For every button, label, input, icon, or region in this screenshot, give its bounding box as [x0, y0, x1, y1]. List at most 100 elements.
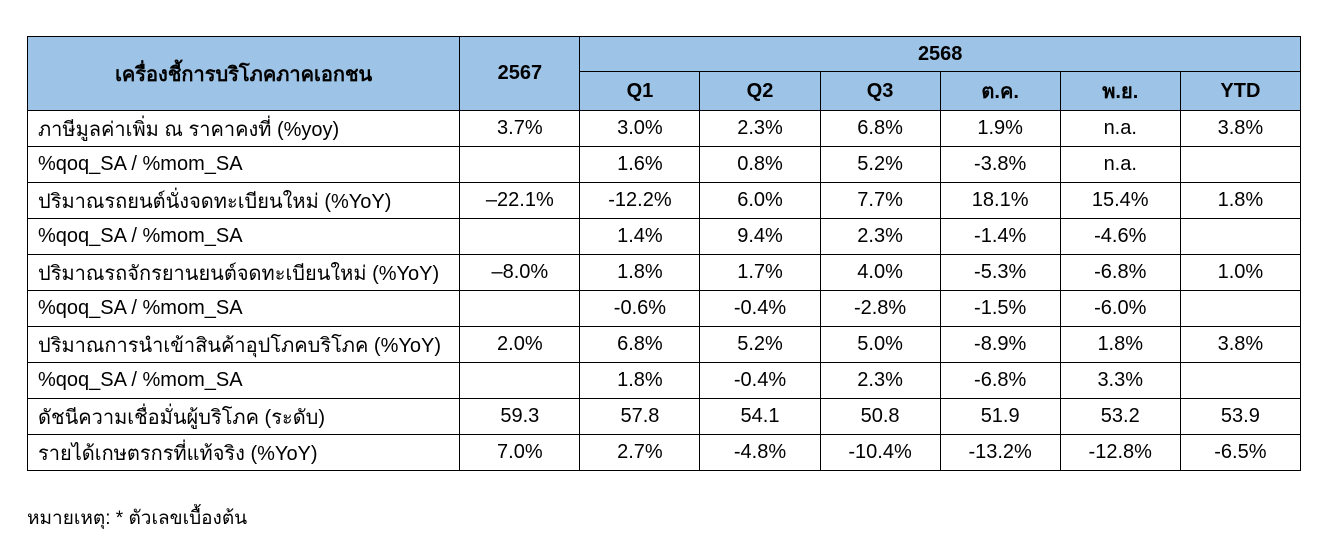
period-header-4: พ.ย.	[1059, 71, 1181, 111]
cell-2567: 3.7%	[459, 110, 581, 147]
cell-2567	[459, 290, 581, 327]
table-cell: 2.3%	[699, 110, 821, 147]
table-cell	[1179, 290, 1302, 327]
table-cell: -0.4%	[699, 362, 821, 399]
cell-2567: –22.1%	[459, 182, 581, 219]
table-cell: -8.9%	[939, 326, 1061, 363]
table-cell: -1.4%	[939, 218, 1061, 255]
table-cell: -6.8%	[939, 362, 1061, 399]
table-cell: -6.5%	[1179, 434, 1302, 471]
table-cell: 9.4%	[699, 218, 821, 255]
table-row: ปริมาณการนำเข้าสินค้าอุปโภคบริโภค (%YoY)…	[26, 326, 1302, 363]
table-cell: 54.1	[699, 398, 821, 435]
table-cell: 1.0%	[1179, 254, 1302, 291]
period-header-3: ต.ค.	[939, 71, 1061, 111]
table-row: ดัชนีความเชื่อมั่นผู้บริโภค (ระดับ) 59.3 5…	[26, 398, 1302, 435]
table-cell: -13.2%	[939, 434, 1061, 471]
table-cell	[1179, 218, 1302, 255]
table-cell: 2.3%	[819, 218, 941, 255]
table-cell: 6.0%	[699, 182, 821, 219]
table-cell: -1.5%	[939, 290, 1061, 327]
cell-2567	[459, 146, 581, 183]
table-cell: 51.9	[939, 398, 1061, 435]
cell-2567: –8.0%	[459, 254, 581, 291]
table-cell: -2.8%	[819, 290, 941, 327]
row-label: ปริมาณรถยนต์นั่งจดทะเบียนใหม่ (%YoY)	[26, 182, 461, 219]
period-header-2: Q3	[819, 71, 941, 111]
period-header-5: YTD	[1179, 71, 1302, 111]
table-cell: -0.4%	[699, 290, 821, 327]
year-2568-header: 2568	[579, 36, 1301, 72]
table-cell: 6.8%	[819, 110, 941, 147]
table-cell: 1.7%	[699, 254, 821, 291]
table-row: ภาษีมูลค่าเพิ่ม ณ ราคาคงที่ (%yoy) 3.7% 3.…	[26, 110, 1302, 147]
cell-2567: 7.0%	[459, 434, 581, 471]
table-cell: 53.2	[1059, 398, 1181, 435]
table-cell: 1.8%	[1179, 182, 1302, 219]
table-row: %qoq_SA / %mom_SA 1.8% -0.4% 2.3% -6.8% 3.3%	[26, 362, 1302, 399]
row-label: %qoq_SA / %mom_SA	[26, 218, 461, 255]
table-cell: -6.8%	[1059, 254, 1181, 291]
table-row: ปริมาณรถยนต์นั่งจดทะเบียนใหม่ (%YoY) –22.…	[26, 182, 1302, 219]
table-cell: 3.3%	[1059, 362, 1181, 399]
table-cell: -5.3%	[939, 254, 1061, 291]
row-label: %qoq_SA / %mom_SA	[26, 146, 461, 183]
period-header-0: Q1	[579, 71, 701, 111]
table-cell: n.a.	[1059, 110, 1181, 147]
table-cell: 4.0%	[819, 254, 941, 291]
table-cell: -12.2%	[579, 182, 701, 219]
table-title-header: เครื่องชี้การบริโภคภาคเอกชน	[26, 36, 461, 111]
table-cell: -10.4%	[819, 434, 941, 471]
table-cell: 3.8%	[1179, 110, 1302, 147]
footnote: หมายเหตุ: * ตัวเลขเบื้องต้น	[27, 508, 248, 529]
year-2567-header: 2567	[459, 36, 581, 111]
table-cell: 57.8	[579, 398, 701, 435]
table-cell: 15.4%	[1059, 182, 1181, 219]
cell-2567: 2.0%	[459, 326, 581, 363]
table-cell: 5.0%	[819, 326, 941, 363]
table-cell: 1.8%	[579, 362, 701, 399]
table-cell: 3.8%	[1179, 326, 1302, 363]
table-cell: 1.6%	[579, 146, 701, 183]
table-cell: 53.9	[1179, 398, 1302, 435]
table-cell: 1.8%	[579, 254, 701, 291]
table-cell: -6.0%	[1059, 290, 1181, 327]
table-cell: -3.8%	[939, 146, 1061, 183]
table-cell: 6.8%	[579, 326, 701, 363]
table-cell: 18.1%	[939, 182, 1061, 219]
table-cell: 2.7%	[579, 434, 701, 471]
row-label: ภาษีมูลค่าเพิ่ม ณ ราคาคงที่ (%yoy)	[26, 110, 461, 147]
table-cell	[1179, 146, 1302, 183]
table-row: ปริมาณรถจักรยานยนต์จดทะเบียนใหม่ (%YoY) –…	[26, 254, 1302, 291]
row-label: รายได้เกษตรกรที่แท้จริง (%YoY)	[26, 434, 461, 471]
table-cell: 5.2%	[819, 146, 941, 183]
table-cell: -4.6%	[1059, 218, 1181, 255]
table-cell: 0.8%	[699, 146, 821, 183]
table-cell: 2.3%	[819, 362, 941, 399]
table-cell: -12.8%	[1059, 434, 1181, 471]
row-label: %qoq_SA / %mom_SA	[26, 290, 461, 327]
table-cell: 3.0%	[579, 110, 701, 147]
table-row: รายได้เกษตรกรที่แท้จริง (%YoY) 7.0% 2.7% -4…	[26, 434, 1302, 471]
table-cell: -0.6%	[579, 290, 701, 327]
row-label: ปริมาณการนำเข้าสินค้าอุปโภคบริโภค (%YoY)	[26, 326, 461, 363]
table-cell: -4.8%	[699, 434, 821, 471]
private-consumption-indicators-table: เครื่องชี้การบริโภคภาคเอกชน 2567 2568 Q1…	[26, 36, 1302, 471]
table-row: %qoq_SA / %mom_SA -0.6% -0.4% -2.8% -1.5% -6.…	[26, 290, 1302, 327]
header-row-top: เครื่องชี้การบริโภคภาคเอกชน 2567 2568	[26, 36, 1301, 111]
table-cell: 1.9%	[939, 110, 1061, 147]
table-cell: 50.8	[819, 398, 941, 435]
table-cell: 7.7%	[819, 182, 941, 219]
row-label: ดัชนีความเชื่อมั่นผู้บริโภค (ระดับ)	[26, 398, 461, 435]
table-row: %qoq_SA / %mom_SA 1.4% 9.4% 2.3% -1.4% -4.6%	[26, 218, 1302, 255]
table-row: %qoq_SA / %mom_SA 1.6% 0.8% 5.2% -3.8% n.a.	[26, 146, 1302, 183]
row-label: %qoq_SA / %mom_SA	[26, 362, 461, 399]
row-label: ปริมาณรถจักรยานยนต์จดทะเบียนใหม่ (%YoY)	[26, 254, 461, 291]
table-cell: 1.4%	[579, 218, 701, 255]
cell-2567	[459, 362, 581, 399]
period-header-1: Q2	[699, 71, 821, 111]
cell-2567: 59.3	[459, 398, 581, 435]
table-cell: 5.2%	[699, 326, 821, 363]
table-cell	[1179, 362, 1302, 399]
cell-2567	[459, 218, 581, 255]
